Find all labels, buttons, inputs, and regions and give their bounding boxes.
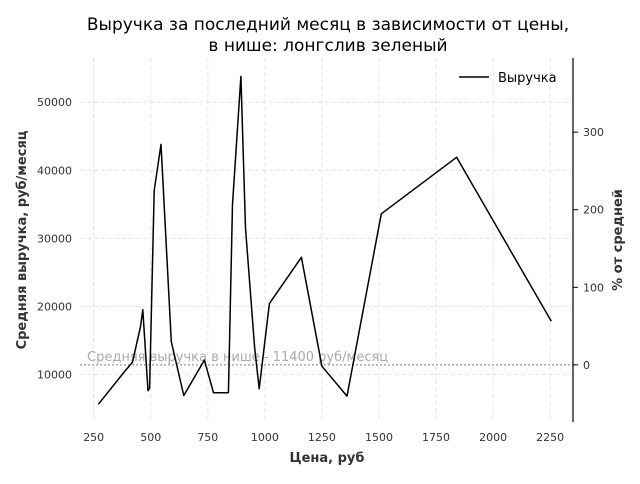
y2-tick-label: 300 <box>583 126 604 139</box>
series-layer <box>97 75 552 405</box>
y-tick-label: 40000 <box>37 164 72 177</box>
legend-label-revenue: Выручка <box>498 71 557 86</box>
y2-tick-label: 100 <box>583 281 604 294</box>
x-tick-label: 1500 <box>365 431 393 444</box>
y-tick-label: 30000 <box>37 232 72 245</box>
reference-layer: Средняя выручка в нише - 11400 руб/месяц <box>80 350 573 366</box>
x-tick-label: 250 <box>83 431 104 444</box>
x-axis-label: Цена, руб <box>290 451 365 466</box>
chart-title-line-1: Выручка за последний месяц в зависимости… <box>87 15 569 35</box>
y-tick-label: 20000 <box>37 300 72 313</box>
y2-tick-label: 0 <box>583 359 590 372</box>
legend: Выручка <box>459 71 557 86</box>
x-tick-label: 750 <box>197 431 218 444</box>
y2-tick-label: 200 <box>583 204 604 217</box>
grid <box>80 58 573 422</box>
x-tick-label: 1000 <box>251 431 279 444</box>
x-tick-label: 2000 <box>479 431 507 444</box>
y-tick-label: 10000 <box>37 368 72 381</box>
series-line-revenue <box>97 75 552 405</box>
y-axis-label: Средняя выручка, руб/месяц <box>15 130 30 349</box>
x-tick-label: 500 <box>140 431 161 444</box>
axes: 250 500 750 1000 1250 1500 1750 2000 22501000020… <box>37 58 604 444</box>
x-tick-label: 1250 <box>308 431 336 444</box>
y-tick-label: 50000 <box>37 96 72 109</box>
chart-title-line-2: в нише: лонгслив зеленый <box>208 36 447 56</box>
average-annotation: Средняя выручка в нише - 11400 руб/месяц <box>87 350 388 365</box>
x-tick-label: 1750 <box>422 431 450 444</box>
x-tick-label: 2250 <box>536 431 564 444</box>
y2-axis-label: % от средней <box>611 189 626 291</box>
